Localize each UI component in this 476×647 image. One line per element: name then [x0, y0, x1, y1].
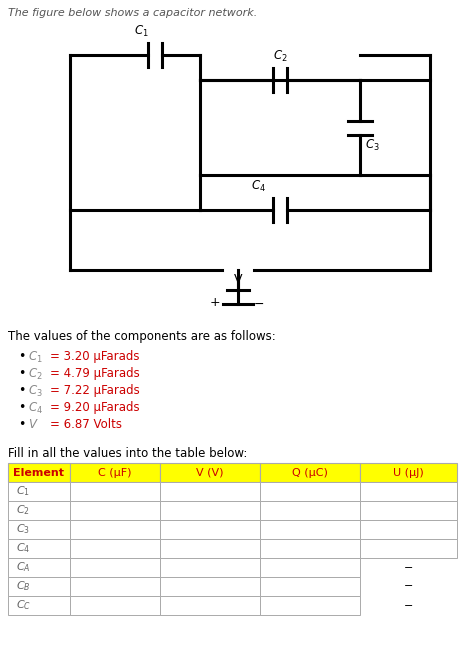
Bar	[259, 482, 359, 501]
Text: −: −	[403, 582, 412, 591]
Text: •: •	[18, 350, 25, 363]
Text: V (V): V (V)	[196, 468, 223, 477]
Text: V: V	[233, 273, 242, 286]
Bar	[259, 520, 359, 539]
Text: +: +	[209, 296, 219, 309]
Text: $C_C$: $C_C$	[16, 598, 31, 613]
Text: = 3.20 μFarads: = 3.20 μFarads	[50, 350, 139, 363]
Bar	[359, 539, 456, 558]
Text: = 9.20 μFarads: = 9.20 μFarads	[50, 401, 139, 414]
Text: C (μF): C (μF)	[98, 468, 131, 477]
Text: −: −	[253, 298, 264, 311]
Bar	[159, 501, 259, 520]
Text: $C_2$: $C_2$	[272, 49, 287, 64]
Text: U (μJ): U (μJ)	[392, 468, 423, 477]
Text: •: •	[18, 384, 25, 397]
Text: −: −	[403, 600, 412, 611]
Bar	[359, 482, 456, 501]
Bar	[8, 501, 70, 520]
Text: $C_4$: $C_4$	[28, 401, 43, 416]
Bar	[8, 577, 70, 596]
Bar	[8, 596, 70, 615]
Text: •: •	[18, 401, 25, 414]
Text: $C_4$: $C_4$	[250, 179, 265, 194]
Bar	[70, 463, 159, 482]
Bar	[8, 463, 70, 482]
Text: $C_3$: $C_3$	[28, 384, 43, 399]
Bar	[70, 596, 159, 615]
Bar	[359, 463, 456, 482]
Bar	[70, 539, 159, 558]
Text: $C_4$: $C_4$	[16, 542, 30, 555]
Text: $C_2$: $C_2$	[28, 367, 42, 382]
Bar	[259, 501, 359, 520]
Bar	[70, 482, 159, 501]
Text: −: −	[403, 562, 412, 573]
Bar	[359, 520, 456, 539]
Bar	[259, 596, 359, 615]
Text: = 6.87 Volts: = 6.87 Volts	[50, 418, 122, 431]
Text: = 7.22 μFarads: = 7.22 μFarads	[50, 384, 139, 397]
Text: $V$: $V$	[28, 418, 39, 431]
Bar	[159, 482, 259, 501]
Bar	[259, 463, 359, 482]
Bar	[359, 501, 456, 520]
Text: $C_2$: $C_2$	[16, 503, 30, 518]
Text: $C_B$: $C_B$	[16, 580, 30, 593]
Bar	[8, 482, 70, 501]
Text: The values of the components are as follows:: The values of the components are as foll…	[8, 330, 275, 343]
Bar	[259, 558, 359, 577]
Bar	[159, 539, 259, 558]
Bar	[159, 577, 259, 596]
Bar	[8, 539, 70, 558]
Bar	[8, 520, 70, 539]
Bar	[159, 463, 259, 482]
Text: Fill in all the values into the table below:: Fill in all the values into the table be…	[8, 447, 247, 460]
Text: = 4.79 μFarads: = 4.79 μFarads	[50, 367, 139, 380]
Text: •: •	[18, 418, 25, 431]
Text: The figure below shows a capacitor network.: The figure below shows a capacitor netwo…	[8, 8, 257, 18]
Text: $C_3$: $C_3$	[16, 523, 30, 536]
Text: Q (μC): Q (μC)	[291, 468, 327, 477]
Bar	[159, 558, 259, 577]
Bar	[159, 520, 259, 539]
Text: $C_3$: $C_3$	[364, 138, 379, 153]
Bar	[70, 501, 159, 520]
Text: Element: Element	[13, 468, 64, 477]
Bar	[8, 558, 70, 577]
Text: $C_1$: $C_1$	[133, 24, 148, 39]
Bar	[259, 577, 359, 596]
Bar	[70, 558, 159, 577]
Text: •: •	[18, 367, 25, 380]
Bar	[70, 520, 159, 539]
Bar	[70, 577, 159, 596]
Bar	[259, 539, 359, 558]
Text: $C_1$: $C_1$	[28, 350, 42, 365]
Text: $C_A$: $C_A$	[16, 560, 30, 575]
Text: $C_1$: $C_1$	[16, 485, 30, 498]
Bar	[159, 596, 259, 615]
